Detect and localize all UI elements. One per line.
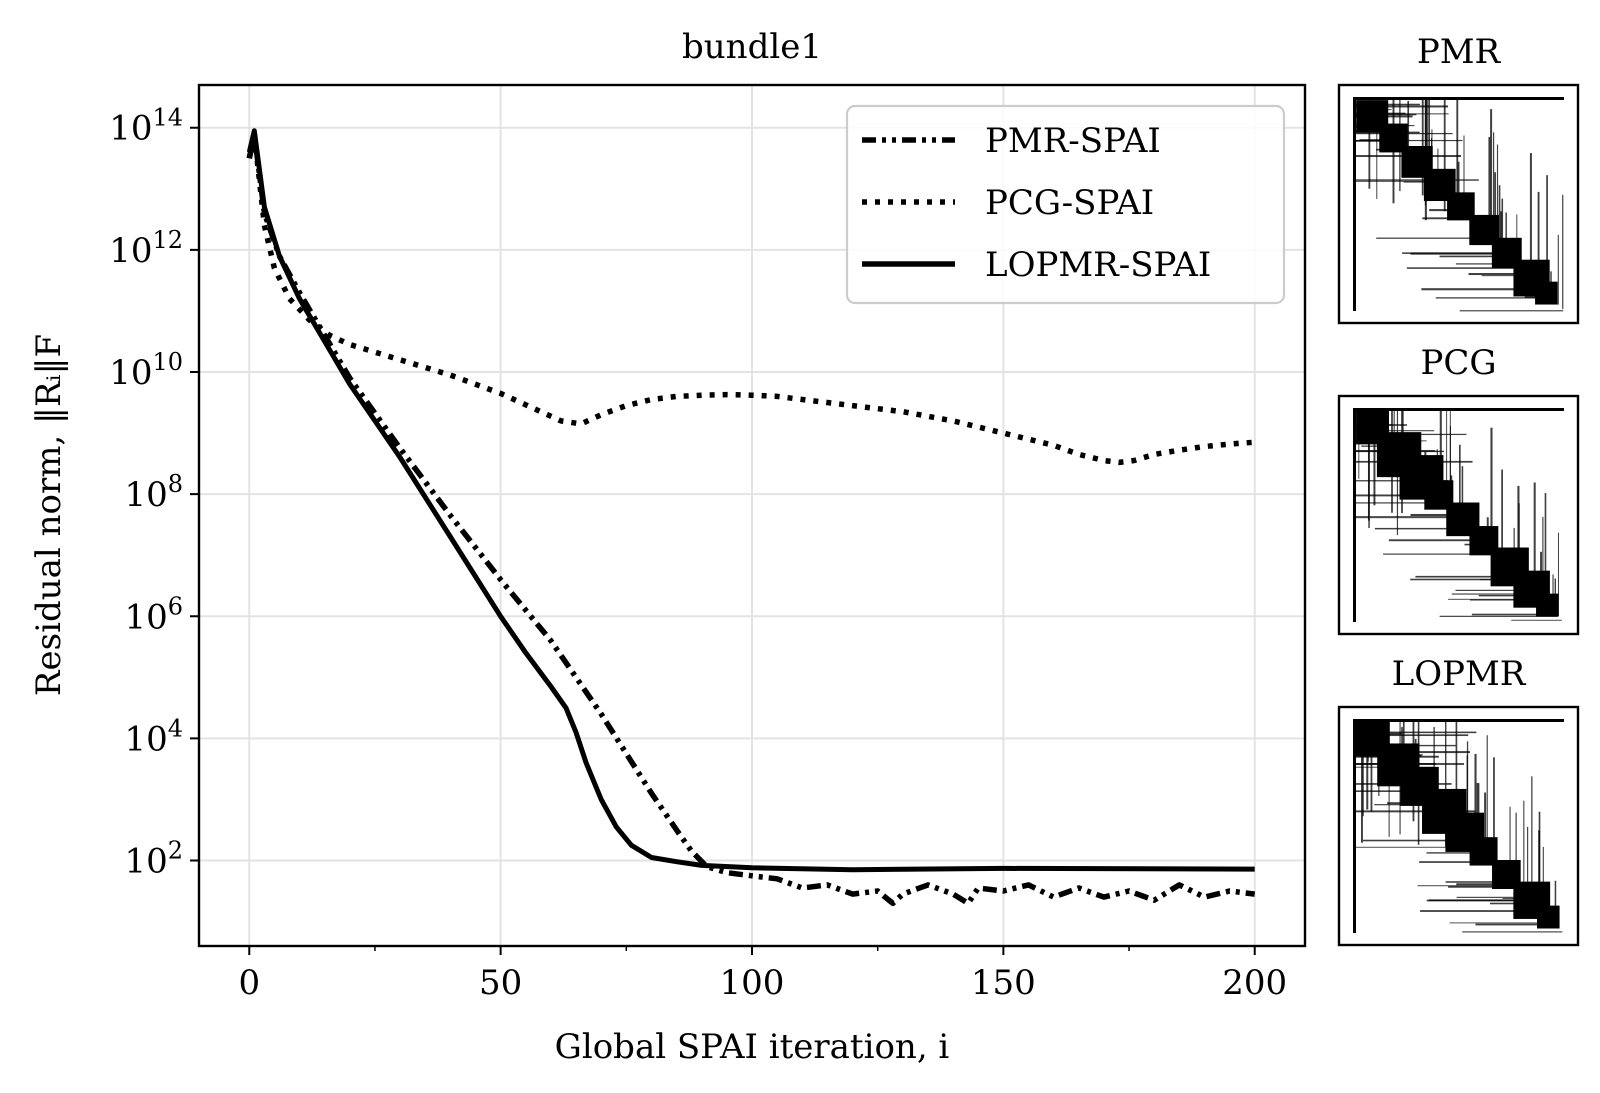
sparsity-pattern [1353,97,1564,312]
sparsity-panels: PMR PCG LOPMR [1337,32,1580,947]
sparsity-pattern [1353,719,1564,933]
x-tick-label: 50 [479,963,522,1003]
series-line-lopmr-spai [246,128,1255,873]
x-axis-label: Global SPAI iteration, i [555,1027,950,1067]
legend-label: PMR-SPAI [985,121,1161,161]
sparsity-panel-pcg: PCG [1337,343,1580,636]
y-tick-label: 104 [124,714,183,759]
panel-frame [1337,394,1580,636]
y-tick-label: 1012 [109,226,183,271]
grid [199,85,1305,946]
ticks: 0 50 100 150 200 102 104 106 108 1010 1012 1014 [109,104,1287,1003]
panel-frame [1337,705,1580,947]
sparsity-panel-pmr: PMR [1337,32,1580,325]
chart-title: bundle1 [682,27,822,67]
x-tick-label: 0 [238,963,260,1003]
sparsity-panel-lopmr: LOPMR [1337,654,1580,947]
y-tick-label: 102 [124,837,183,882]
y-tick-label: 106 [124,592,183,637]
legend: PMR-SPAI PCG-SPAI LOPMR-SPAI [845,104,1286,305]
panel-title: PCG [1420,343,1496,383]
series-line-pcg-spai [246,131,1255,466]
y-axis-label: Residual norm, ‖Rᵢ‖F [29,334,69,696]
legend-box [845,104,1286,305]
legend-label: PCG-SPAI [985,183,1154,223]
panel-frame [1337,83,1580,325]
panel-title: PMR [1417,32,1502,72]
series-layer [246,128,1256,907]
y-tick-label: 108 [124,470,183,515]
sparsity-pattern [1353,408,1564,622]
series-line-pmr-spai [246,131,1256,907]
x-tick-label: 200 [1222,963,1287,1003]
x-tick-label: 100 [720,963,785,1003]
y-tick-label: 1014 [109,104,183,149]
legend-label: LOPMR-SPAI [985,245,1211,285]
x-tick-label: 150 [971,963,1036,1003]
panel-title: LOPMR [1392,654,1527,694]
y-tick-label: 1010 [109,348,183,393]
